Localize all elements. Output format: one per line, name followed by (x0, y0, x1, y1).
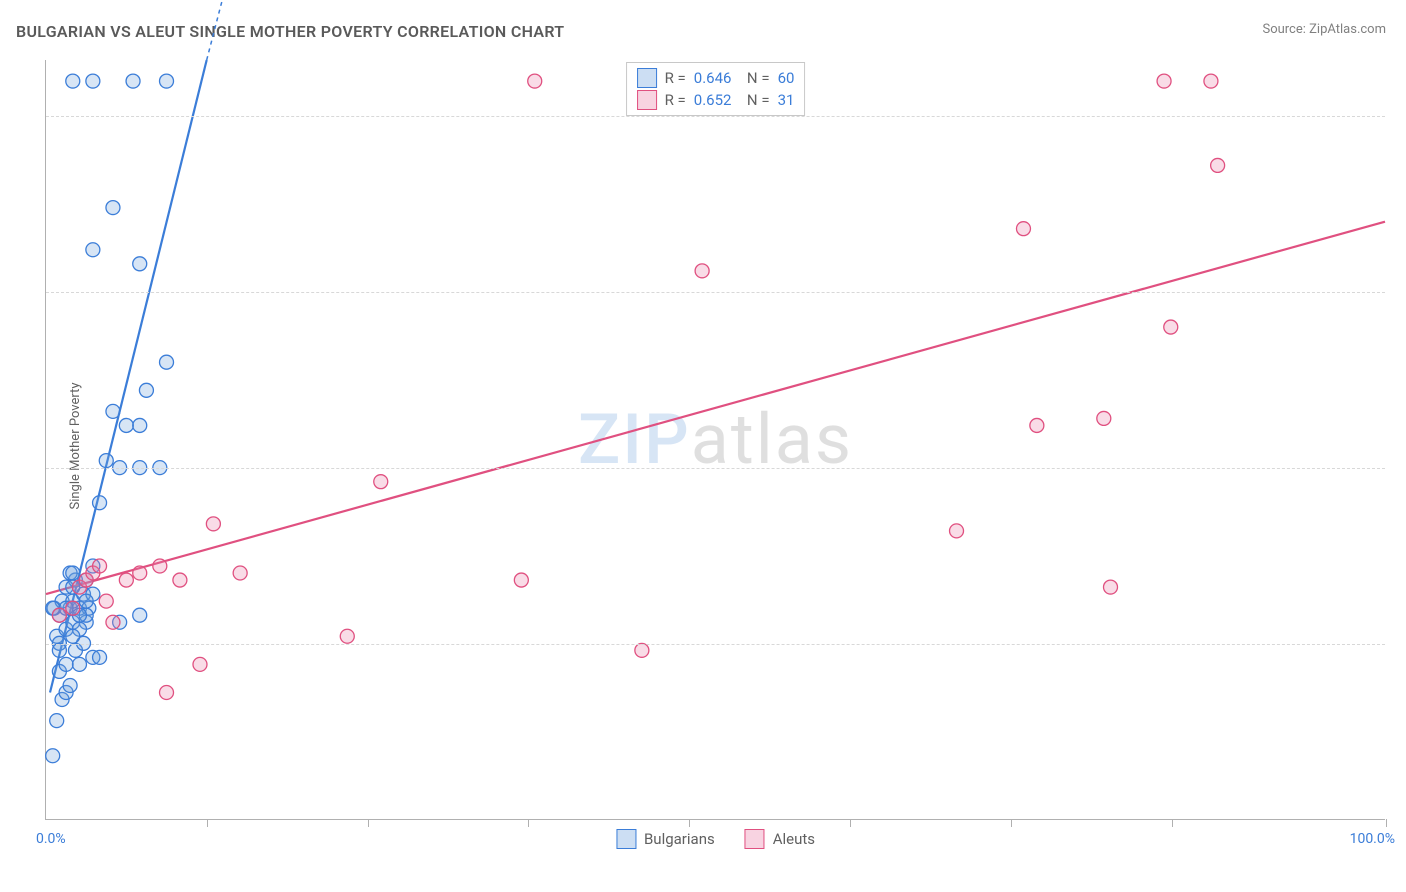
chart-title: BULGARIAN VS ALEUT SINGLE MOTHER POVERTY… (16, 22, 564, 41)
chart-svg (46, 60, 1385, 819)
gridline (46, 116, 1385, 117)
data-point (1157, 74, 1171, 88)
data-point (1104, 580, 1118, 594)
data-point (1030, 418, 1044, 432)
data-point (1097, 411, 1111, 425)
data-point (1016, 222, 1030, 236)
stats-legend: R = 0.646 N = 60 R = 0.652 N = 31 (626, 62, 806, 116)
stats-row-bulgarians: R = 0.646 N = 60 (637, 67, 795, 89)
data-point (86, 243, 100, 257)
data-point (160, 355, 174, 369)
data-point (133, 608, 147, 622)
trend-line (46, 222, 1385, 594)
x-tick-min: 0.0% (36, 831, 66, 847)
y-tick-label: 75.0% (1395, 284, 1406, 300)
r-value-aleuts: 0.652 (694, 89, 732, 111)
data-point (374, 475, 388, 489)
data-point (93, 559, 107, 573)
data-point (106, 404, 120, 418)
data-point (66, 629, 80, 643)
plot-area: ZIPatlas R = 0.646 N = 60 R = 0.652 N = … (45, 60, 1385, 820)
data-point (93, 496, 107, 510)
gridline (46, 644, 1385, 645)
data-point (66, 601, 80, 615)
data-point (66, 566, 80, 580)
data-point (173, 573, 187, 587)
x-tick (850, 819, 851, 827)
data-point (1204, 74, 1218, 88)
data-point (52, 643, 66, 657)
bottom-legend: Bulgarians Aleuts (616, 829, 815, 849)
data-point (206, 517, 220, 531)
data-point (233, 566, 247, 580)
data-point (340, 629, 354, 643)
data-point (528, 74, 542, 88)
data-point (133, 257, 147, 271)
r-label: R = (665, 89, 686, 111)
data-point (139, 383, 153, 397)
r-label: R = (665, 67, 686, 89)
data-point (50, 714, 64, 728)
swatch-blue-icon (616, 829, 636, 849)
data-point (79, 594, 93, 608)
x-tick (368, 819, 369, 827)
data-point (66, 74, 80, 88)
n-label: N = (739, 89, 769, 111)
x-tick (1011, 819, 1012, 827)
gridline (46, 292, 1385, 293)
y-tick-label: 25.0% (1395, 636, 1406, 652)
data-point (193, 657, 207, 671)
legend-label-bulgarians: Bulgarians (644, 830, 715, 848)
data-point (63, 678, 77, 692)
data-point (99, 594, 113, 608)
source-label: Source: ZipAtlas.com (1262, 22, 1386, 37)
x-tick (689, 819, 690, 827)
x-tick (207, 819, 208, 827)
n-label: N = (739, 67, 769, 89)
data-point (106, 615, 120, 629)
data-point (72, 657, 86, 671)
x-tick (528, 819, 529, 827)
gridline (46, 468, 1385, 469)
data-point (52, 608, 66, 622)
data-point (99, 454, 113, 468)
data-point (46, 749, 60, 763)
data-point (1164, 320, 1178, 334)
data-point (106, 201, 120, 215)
data-point (119, 418, 133, 432)
data-point (950, 524, 964, 538)
data-point (1211, 158, 1225, 172)
data-point (160, 74, 174, 88)
data-point (153, 559, 167, 573)
legend-label-aleuts: Aleuts (773, 830, 815, 848)
x-tick (1386, 819, 1387, 827)
data-point (514, 573, 528, 587)
legend-item-bulgarians: Bulgarians (616, 829, 715, 849)
stats-row-aleuts: R = 0.652 N = 31 (637, 89, 795, 111)
x-tick (1172, 819, 1173, 827)
data-point (119, 573, 133, 587)
n-value-aleuts: 31 (778, 89, 795, 111)
data-point (93, 650, 107, 664)
y-tick-label: 50.0% (1395, 460, 1406, 476)
legend-item-aleuts: Aleuts (745, 829, 815, 849)
r-value-bulgarians: 0.646 (694, 67, 732, 89)
swatch-pink-icon (745, 829, 765, 849)
data-point (160, 686, 174, 700)
data-point (59, 657, 73, 671)
swatch-pink-icon (637, 90, 657, 110)
data-point (695, 264, 709, 278)
data-point (635, 643, 649, 657)
y-tick-label: 100.0% (1395, 108, 1406, 124)
data-point (133, 418, 147, 432)
data-point (86, 74, 100, 88)
swatch-blue-icon (637, 68, 657, 88)
n-value-bulgarians: 60 (778, 67, 795, 89)
data-point (133, 566, 147, 580)
x-tick-max: 100.0% (1350, 831, 1395, 847)
data-point (126, 74, 140, 88)
